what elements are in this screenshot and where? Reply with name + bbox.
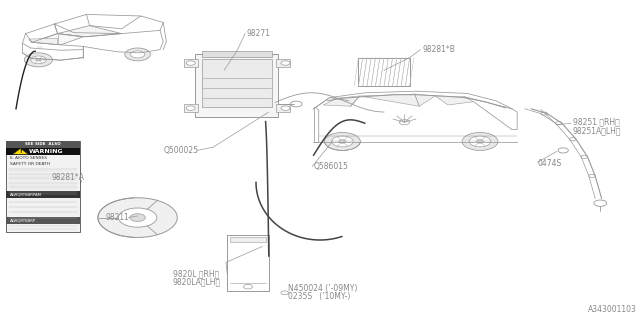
Circle shape (581, 155, 588, 158)
Text: 0235S   (’10MY-): 0235S (’10MY-) (288, 292, 350, 301)
Circle shape (462, 132, 498, 150)
Circle shape (125, 48, 150, 61)
Circle shape (281, 291, 289, 295)
Text: 98281*A: 98281*A (51, 173, 84, 182)
Circle shape (24, 53, 52, 67)
Text: 98251A〈LH〉: 98251A〈LH〉 (573, 127, 621, 136)
Bar (202, 59, 272, 107)
Bar (6, 217, 80, 224)
Text: Q500025: Q500025 (163, 146, 198, 155)
Text: IL AIOTO SENSES: IL AIOTO SENSES (10, 156, 47, 160)
Circle shape (36, 59, 41, 61)
Polygon shape (435, 96, 474, 105)
Polygon shape (13, 148, 28, 154)
Polygon shape (29, 38, 58, 45)
Circle shape (594, 200, 607, 206)
Bar (227, 235, 269, 291)
Circle shape (339, 140, 346, 143)
Text: SEE SIDE  ALSO: SEE SIDE ALSO (26, 142, 61, 146)
Circle shape (131, 51, 145, 58)
Circle shape (31, 56, 46, 64)
Circle shape (556, 122, 562, 125)
Circle shape (281, 61, 290, 65)
Text: ALWQRTB8RP: ALWQRTB8RP (10, 219, 36, 222)
Text: ALWQRTB8RPAM: ALWQRTB8RPAM (10, 193, 42, 197)
Text: A343001103: A343001103 (588, 305, 637, 314)
Circle shape (98, 198, 177, 237)
Polygon shape (323, 96, 360, 106)
Polygon shape (360, 94, 435, 106)
Circle shape (118, 208, 157, 227)
Circle shape (541, 112, 547, 115)
Text: 0474S: 0474S (538, 159, 562, 168)
Circle shape (291, 101, 302, 107)
Bar (230, 237, 266, 242)
Text: 98211: 98211 (106, 213, 129, 222)
Bar (6, 141, 80, 148)
Bar (184, 59, 198, 67)
Bar (202, 51, 272, 57)
Circle shape (130, 214, 145, 221)
Bar (6, 148, 80, 155)
Circle shape (558, 148, 568, 153)
Circle shape (589, 174, 595, 178)
Circle shape (186, 61, 195, 65)
Text: 98251 〈RH〉: 98251 〈RH〉 (573, 117, 620, 126)
Text: WARNING: WARNING (29, 149, 63, 154)
Text: N450024 (’-09MY): N450024 (’-09MY) (288, 284, 357, 292)
Polygon shape (58, 26, 122, 37)
Text: 98271: 98271 (246, 29, 270, 38)
Bar (6, 191, 80, 198)
Circle shape (186, 106, 195, 110)
Text: Q586015: Q586015 (314, 162, 348, 171)
Bar (184, 104, 198, 112)
Circle shape (469, 136, 491, 147)
Circle shape (570, 138, 576, 141)
Circle shape (324, 132, 360, 150)
Text: 98281*B: 98281*B (422, 45, 455, 54)
Bar (276, 59, 290, 67)
Text: !: ! (19, 149, 22, 154)
Circle shape (281, 106, 290, 110)
Circle shape (399, 120, 410, 125)
Circle shape (243, 284, 252, 289)
Text: SAFETY OR DEATH: SAFETY OR DEATH (10, 162, 50, 166)
Circle shape (476, 140, 484, 143)
Bar (358, 58, 410, 86)
Bar (358, 58, 410, 86)
Text: 9820L 〈RH〉: 9820L 〈RH〉 (173, 269, 219, 278)
Bar (195, 54, 278, 117)
Text: 9820LA〈LH〉: 9820LA〈LH〉 (173, 278, 221, 287)
Circle shape (332, 136, 353, 147)
Bar (6, 141, 80, 232)
Polygon shape (32, 34, 83, 45)
Bar (276, 104, 290, 112)
